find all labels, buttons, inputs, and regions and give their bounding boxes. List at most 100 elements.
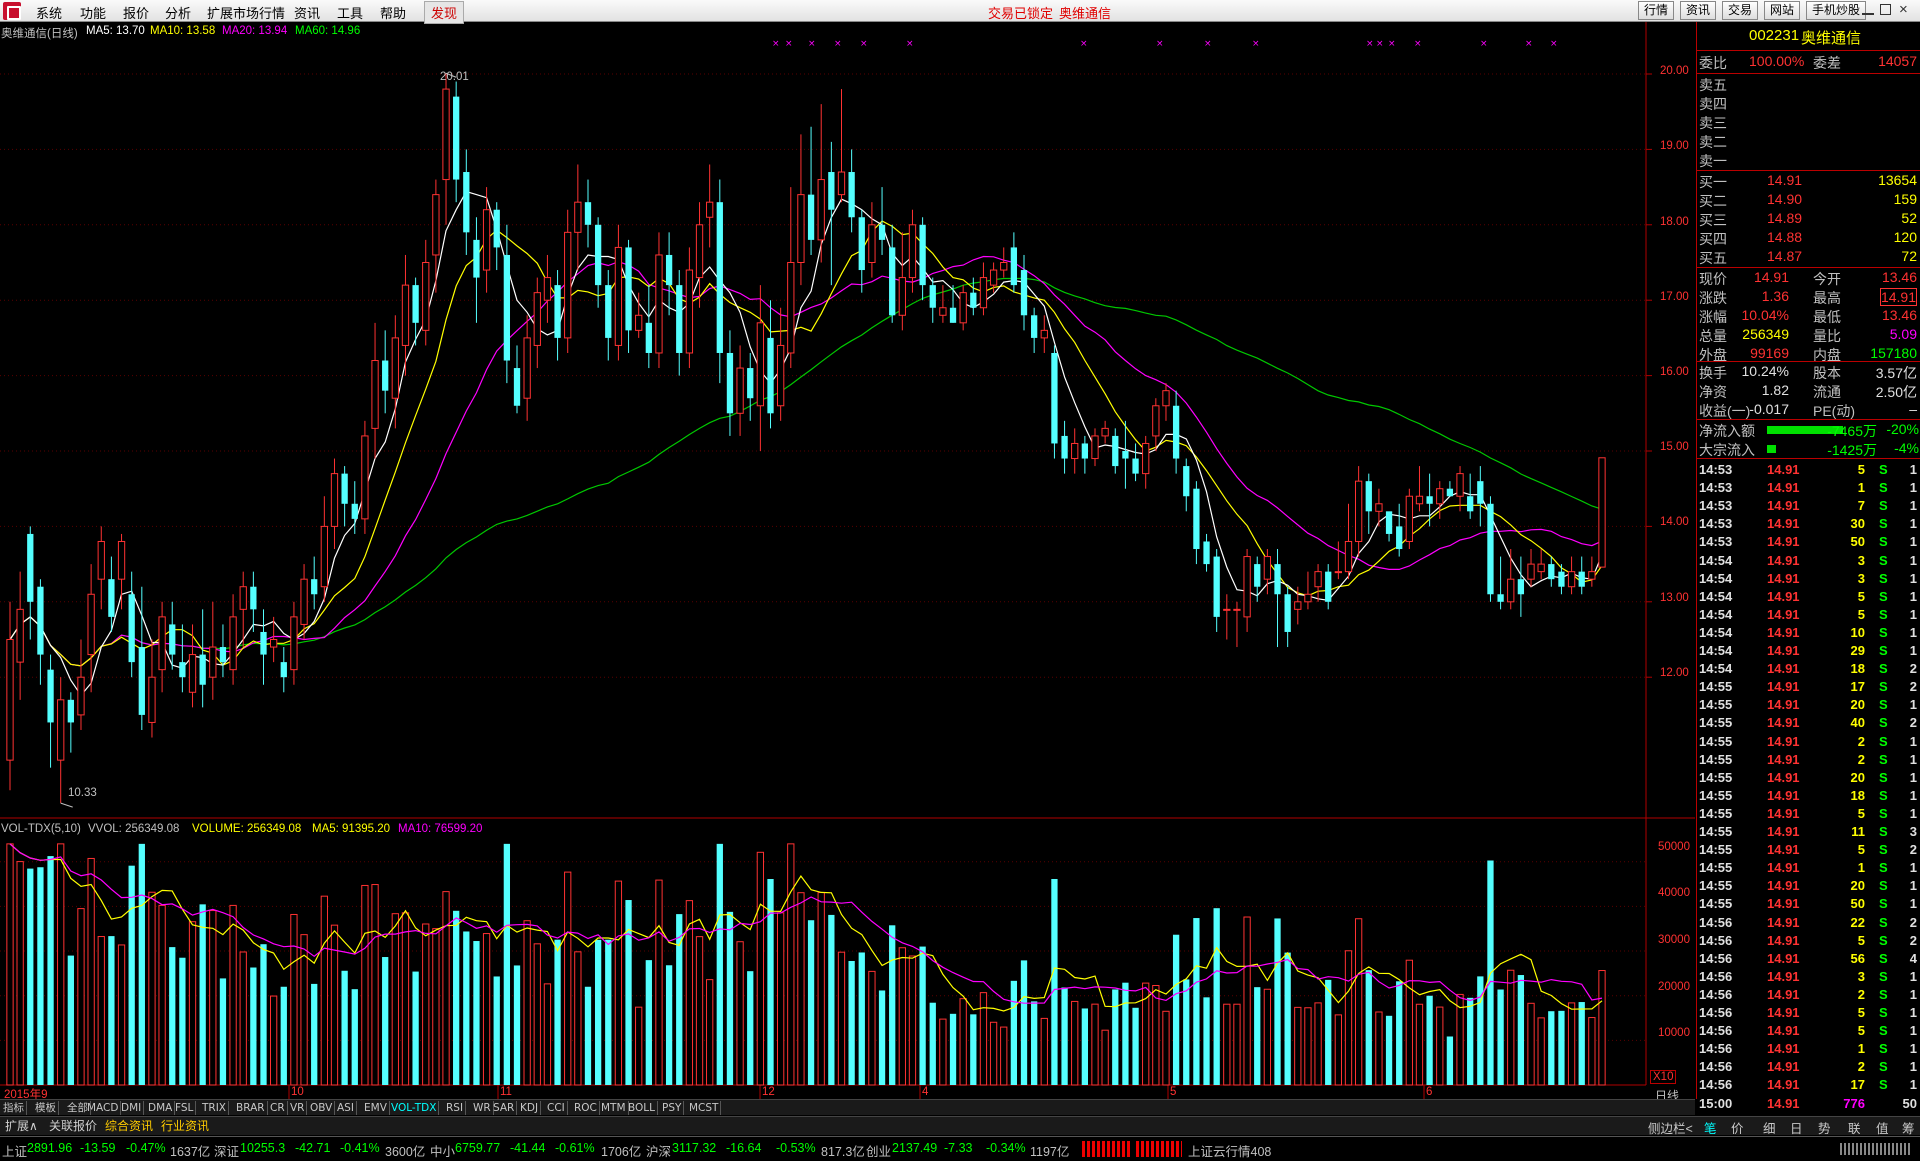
candle[interactable]	[959, 285, 967, 331]
indicator-tab-trix[interactable]: TRIX	[200, 1101, 229, 1115]
candle[interactable]	[1051, 345, 1058, 459]
btn-market[interactable]: 行情	[1638, 1, 1675, 20]
tab-day[interactable]: 日	[1790, 1122, 1803, 1136]
candle[interactable]	[1527, 549, 1535, 587]
candle[interactable]	[179, 624, 186, 693]
volume-bar[interactable]	[77, 908, 85, 1086]
volume-bar[interactable]	[250, 967, 257, 1085]
volume-bar[interactable]	[432, 928, 440, 1086]
candle[interactable]	[858, 209, 865, 293]
volume-bar[interactable]	[260, 944, 267, 1085]
volume-bar[interactable]	[574, 951, 582, 1086]
volume-bar[interactable]	[1588, 1017, 1596, 1086]
candle[interactable]	[1375, 488, 1383, 527]
volume-bar[interactable]	[6, 843, 14, 1086]
candle[interactable]	[1122, 420, 1129, 489]
indicator-tab-emv[interactable]: EMV	[362, 1101, 390, 1115]
volume-bar[interactable]	[1233, 1003, 1241, 1086]
volume-bar[interactable]	[949, 1013, 957, 1085]
candle[interactable]	[848, 149, 855, 233]
candle[interactable]	[797, 134, 805, 286]
menu-tools[interactable]: 工具	[337, 6, 364, 21]
candle[interactable]	[706, 164, 714, 248]
maximize-icon[interactable]	[1880, 4, 1891, 15]
candle[interactable]	[898, 232, 906, 331]
candle[interactable]	[908, 209, 917, 293]
candle[interactable]	[970, 277, 977, 316]
volume-bar[interactable]	[979, 992, 988, 1086]
candle[interactable]	[554, 270, 561, 361]
volume-bar[interactable]	[1467, 997, 1474, 1085]
volume-bar[interactable]	[1132, 1007, 1139, 1085]
candle[interactable]	[949, 285, 957, 323]
volume-bar[interactable]	[1142, 982, 1150, 1086]
candle[interactable]	[37, 579, 44, 685]
candle[interactable]	[1314, 564, 1322, 602]
menu-function[interactable]: 功能	[80, 6, 107, 21]
indicator-tab-模板[interactable]: 模板	[33, 1101, 59, 1115]
candle[interactable]	[574, 164, 582, 271]
candle[interactable]	[382, 330, 389, 414]
volume-bar[interactable]	[1112, 989, 1119, 1085]
candle[interactable]	[1142, 435, 1150, 489]
volume-bar[interactable]	[513, 965, 521, 1085]
volume-bar[interactable]	[817, 892, 825, 1086]
volume-bar[interactable]	[1081, 1008, 1088, 1085]
indicator-tab-mcst[interactable]: MCST	[687, 1101, 722, 1115]
candle[interactable]	[1040, 315, 1048, 353]
candle[interactable]	[1354, 466, 1363, 557]
volume-bar[interactable]	[1426, 995, 1433, 1085]
candle[interactable]	[320, 496, 328, 602]
menu-system[interactable]: 系统	[36, 6, 63, 21]
candle[interactable]	[27, 526, 34, 640]
volume-bar[interactable]	[1396, 981, 1403, 1085]
candle[interactable]	[1284, 586, 1291, 648]
candle[interactable]	[158, 601, 166, 693]
volume-bar[interactable]	[1578, 1002, 1585, 1085]
volume-bar[interactable]	[361, 884, 369, 1086]
candle[interactable]	[645, 285, 652, 369]
candle[interactable]	[16, 571, 24, 700]
candle[interactable]	[523, 315, 531, 421]
tab-price[interactable]: 价	[1731, 1122, 1744, 1136]
volume-bar[interactable]	[229, 904, 237, 1086]
volume-bar[interactable]	[1497, 989, 1504, 1085]
minimize-icon[interactable]	[1862, 13, 1874, 15]
buy-level-row[interactable]: 买四 14.88 120	[1697, 229, 1920, 247]
candle[interactable]	[939, 285, 947, 323]
menu-quote[interactable]: 报价	[123, 6, 150, 21]
indicator-tab-obv[interactable]: OBV	[308, 1101, 336, 1115]
candle[interactable]	[1203, 533, 1210, 572]
btn-news[interactable]: 资讯	[1680, 1, 1717, 20]
volume-bar[interactable]	[371, 884, 379, 1086]
candle[interactable]	[442, 73, 450, 225]
candle[interactable]	[351, 481, 358, 534]
indicator-tab-指标[interactable]: 指标	[1, 1101, 27, 1115]
close-icon[interactable]: ×	[1899, 1, 1908, 18]
indicator-tab-psy[interactable]: PSY	[660, 1101, 685, 1115]
indicator-tab-macd[interactable]: MACD	[85, 1101, 122, 1115]
candle[interactable]	[655, 232, 663, 369]
candle[interactable]	[787, 187, 795, 369]
candle[interactable]	[1263, 549, 1272, 595]
candle[interactable]	[1183, 458, 1190, 512]
volume-bar[interactable]	[959, 998, 967, 1086]
candle[interactable]	[807, 126, 815, 255]
candle[interactable]	[1112, 428, 1119, 474]
candle[interactable]	[685, 247, 694, 369]
candle[interactable]	[138, 586, 145, 730]
indicator-tab-cr[interactable]: CR	[268, 1101, 288, 1115]
volume-bar[interactable]	[655, 879, 663, 1086]
candle[interactable]	[1325, 564, 1332, 610]
volume-bar[interactable]	[1294, 1006, 1302, 1086]
candle[interactable]	[108, 556, 115, 632]
candle[interactable]	[1558, 564, 1565, 595]
tab-general-news[interactable]: 综合资讯	[105, 1119, 154, 1133]
tab-industry-news[interactable]: 行业资讯	[161, 1119, 210, 1133]
volume-bar[interactable]	[1172, 934, 1180, 1085]
candle[interactable]	[594, 217, 602, 308]
app-logo-icon[interactable]	[3, 2, 21, 20]
volume-bar[interactable]	[787, 843, 795, 1086]
volume-bar[interactable]	[1000, 1026, 1008, 1086]
volume-bar[interactable]	[1203, 997, 1210, 1085]
